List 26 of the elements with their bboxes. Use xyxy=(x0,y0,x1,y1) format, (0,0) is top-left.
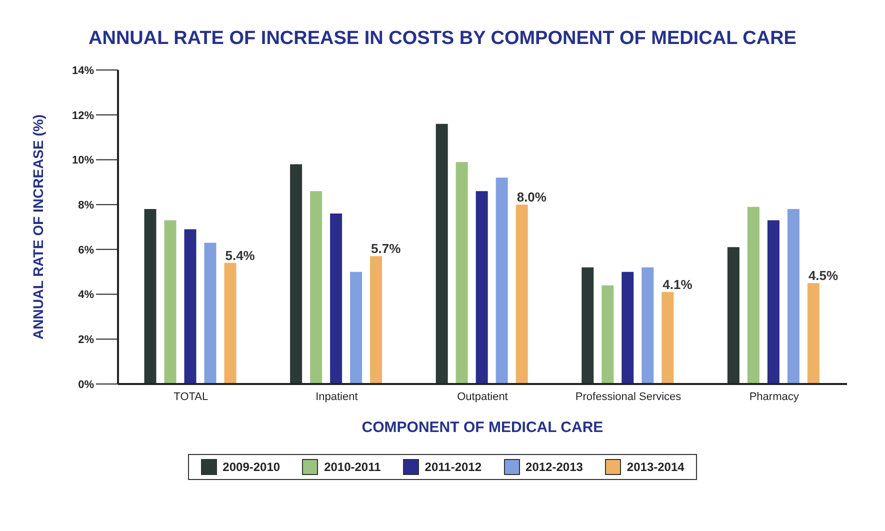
legend-label: 2009-2010 xyxy=(222,460,280,474)
data-label: 8.0% xyxy=(516,190,547,205)
data-label: 4.1% xyxy=(662,277,693,292)
y-tick-label: 4% xyxy=(78,289,94,302)
x-tick-label: Pharmacy xyxy=(749,390,800,403)
x-axis-title: COMPONENT OF MEDICAL CARE xyxy=(362,419,604,436)
y-tick-label: 10% xyxy=(72,154,94,167)
legend-label: 2010-2011 xyxy=(324,460,381,474)
x-tick-label: TOTAL xyxy=(174,390,208,403)
y-tick-label: 12% xyxy=(72,110,94,122)
chart-title: ANNUAL RATE OF INCREASE IN COSTS BY COMPONENT OF MEDICAL CARE xyxy=(88,28,798,50)
x-tick-label: Professional Services xyxy=(575,390,682,403)
y-tick-label: 2% xyxy=(78,334,94,346)
legend-label: 2013-2014 xyxy=(626,460,684,474)
legend-label: 2012-2013 xyxy=(526,460,583,474)
y-axis-title: ANNUAL RATE OF INCREASE (%) xyxy=(30,114,46,340)
y-tick-label: 8% xyxy=(78,199,94,212)
x-tick-label: Inpatient xyxy=(316,390,358,403)
data-label: 5.4% xyxy=(225,248,256,263)
legend-label: 2011-2012 xyxy=(424,460,482,474)
y-tick-label: 14% xyxy=(72,64,94,77)
y-tick-label: 6% xyxy=(78,244,94,256)
data-label: 5.7% xyxy=(371,241,402,256)
x-tick-label: Outpatient xyxy=(457,390,508,403)
data-label: 4.5% xyxy=(808,268,839,284)
y-tick-label: 0% xyxy=(78,378,94,391)
